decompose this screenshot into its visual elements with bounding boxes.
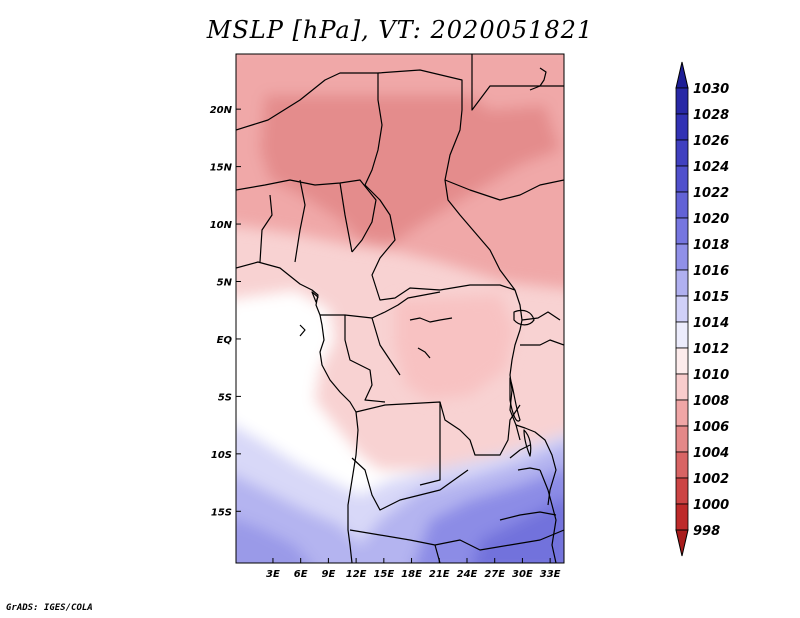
x-tick-label: 3E: [266, 569, 280, 580]
y-tick-label: 15N: [210, 163, 233, 174]
colorbar-segment: [675, 269, 689, 297]
pressure-field: [236, 54, 564, 563]
colorbar-segment: [675, 347, 689, 375]
colorbar-label: 1004: [693, 446, 729, 461]
colorbar-segment: [675, 217, 689, 245]
y-tick-label: EQ: [217, 335, 233, 346]
colorbar-segment: [675, 165, 689, 193]
colorbar-segment: [675, 243, 689, 271]
axis-ticks: 3E 6E 9E 12E 15E 18E 21E 24E 27E 30E 33E 20N 15N 10N 5…: [210, 105, 561, 580]
colorbar-segment: [675, 425, 689, 453]
colorbar-segment: [675, 477, 689, 505]
colorbar-label: 1014: [693, 316, 729, 331]
y-tick-label: 5S: [218, 392, 232, 403]
colorbar-label: 1012: [693, 342, 729, 357]
colorbar-label: 1010: [693, 368, 729, 383]
colorbar-label: 1015: [693, 290, 729, 305]
country-borders: [236, 54, 564, 563]
y-tick-label: 20N: [210, 105, 233, 116]
x-tick-label: 27E: [484, 569, 505, 580]
colorbar-bottom-arrow: [675, 529, 689, 557]
colorbar-segment: [675, 139, 689, 167]
colorbar-label: 1024: [693, 160, 729, 175]
x-tick-label: 9E: [321, 569, 335, 580]
x-tick-label: 12E: [346, 569, 367, 580]
colorbar-segment: [675, 321, 689, 349]
colorbar-label: 1016: [693, 264, 729, 279]
colorbar-label: 1002: [693, 472, 729, 487]
colorbar-segment: [675, 87, 689, 115]
colorbar-segment: [675, 503, 689, 531]
y-tick-label: 10N: [210, 220, 233, 231]
x-tick-label: 30E: [512, 569, 533, 580]
grads-credit: GrADS: IGES/COLA: [6, 603, 93, 613]
x-tick-label: 6E: [294, 569, 308, 580]
map-title: MSLP [hPa], VT: 2020051821: [206, 16, 594, 44]
y-tick-label: 15S: [211, 507, 232, 518]
colorbar-label: 1018: [693, 238, 729, 253]
colorbar-label: 1020: [693, 212, 729, 227]
x-tick-label: 21E: [429, 569, 450, 580]
y-tick-label: 10S: [211, 450, 232, 461]
x-tick-label: 24E: [457, 569, 478, 580]
colorbar-label: 1008: [693, 394, 729, 409]
colorbar-label: 1022: [693, 186, 729, 201]
colorbar-segment: [675, 113, 689, 141]
colorbar-segment: [675, 191, 689, 219]
colorbar-segment: [675, 373, 689, 401]
colorbar-segment: [675, 451, 689, 479]
x-tick-label: 18E: [401, 569, 422, 580]
colorbar-label: 1026: [693, 134, 729, 149]
colorbar-label: 1006: [693, 420, 729, 435]
colorbar: 1030 1028 1026 1024 1022 1020 1018 1016 1015 1014…: [675, 61, 729, 557]
map-frame: [235, 53, 565, 564]
x-tick-label: 33E: [540, 569, 561, 580]
colorbar-top-arrow: [675, 61, 689, 89]
colorbar-label: 1028: [693, 108, 729, 123]
colorbar-label: 1030: [693, 82, 729, 97]
colorbar-segment: [675, 295, 689, 323]
colorbar-label: 998: [693, 524, 720, 539]
colorbar-segment: [675, 399, 689, 427]
x-tick-label: 15E: [373, 569, 394, 580]
y-tick-label: 5N: [217, 277, 233, 288]
colorbar-label: 1000: [693, 498, 729, 513]
